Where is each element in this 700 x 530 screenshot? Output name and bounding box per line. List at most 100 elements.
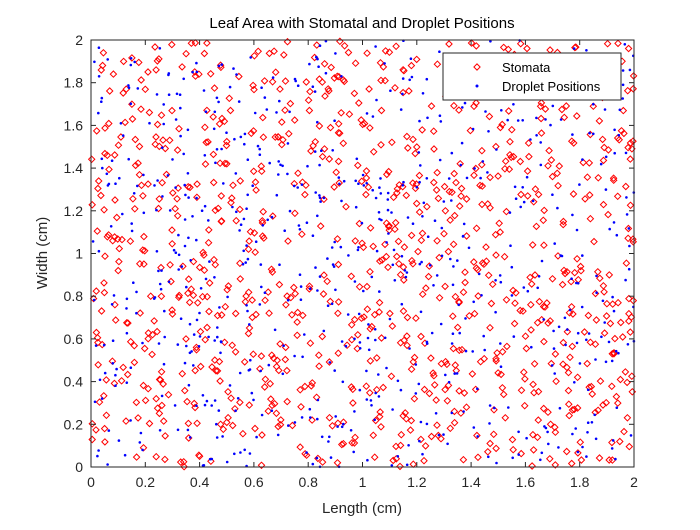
stomata-point (398, 182, 407, 191)
stomata-point (443, 360, 451, 369)
stomata-point (225, 94, 234, 103)
droplet-point (100, 100, 103, 103)
droplet-point (463, 101, 467, 105)
droplet-point (340, 75, 343, 78)
x-tick-label: 0.6 (244, 474, 264, 490)
droplet-point (311, 234, 315, 237)
stomata-point (296, 385, 305, 394)
stomata-point (94, 184, 102, 193)
stomata-point (100, 279, 108, 287)
droplet-point (465, 176, 469, 180)
stomata-point (325, 87, 333, 95)
droplet-point (213, 339, 216, 342)
droplet-point (187, 383, 191, 387)
stomata-point (128, 115, 137, 123)
droplet-point (552, 329, 555, 333)
droplet-point (326, 257, 329, 260)
droplet-point (218, 306, 221, 309)
stomata-point (122, 417, 130, 425)
stomata-point (87, 155, 96, 164)
droplet-point (576, 450, 580, 454)
droplet-point (418, 180, 421, 184)
stomata-point (501, 413, 510, 422)
stomata-point (328, 421, 337, 430)
droplet-point (186, 172, 190, 175)
droplet-point (328, 435, 331, 439)
stomata-point (559, 360, 567, 369)
droplet-point (130, 222, 133, 225)
droplet-point (516, 119, 520, 122)
droplet-point (296, 186, 300, 189)
droplet-point (586, 388, 590, 392)
stomata-point (157, 367, 166, 376)
droplet-point (353, 337, 356, 341)
droplet-point (627, 267, 631, 271)
stomata-point (248, 296, 257, 304)
droplet-point (182, 152, 185, 156)
stomata-point (626, 139, 635, 147)
stomata-point (307, 147, 315, 155)
stomata-point (492, 357, 501, 365)
stomata-point (554, 181, 562, 190)
droplet-point (425, 342, 429, 345)
stomata-point (257, 162, 266, 171)
stomata-point (576, 438, 585, 447)
stomata-point (175, 291, 184, 300)
stomata-point (305, 106, 314, 115)
stomata-point (369, 242, 378, 251)
stomata-point (283, 366, 291, 375)
droplet-point (625, 213, 629, 216)
stomata-point (451, 361, 460, 369)
droplet-point (243, 132, 247, 136)
droplet-point (121, 134, 125, 137)
stomata-point (450, 169, 459, 178)
stomata-point (595, 117, 604, 125)
stomata-point (134, 58, 143, 67)
stomata-point (546, 317, 555, 325)
stomata-point (158, 178, 167, 187)
stomata-point (334, 119, 343, 128)
stomata-point (279, 135, 287, 144)
stomata-point (541, 303, 549, 311)
legend-marker-droplet (475, 84, 479, 88)
droplet-point (275, 111, 278, 114)
droplet-point (442, 433, 445, 436)
droplet-point (360, 221, 364, 225)
stomata-point (217, 217, 226, 225)
droplet-point (188, 322, 192, 326)
stomata-point (415, 208, 424, 216)
stomata-point (377, 422, 385, 431)
stomata-point (221, 302, 230, 311)
stomata-point (629, 84, 638, 93)
droplet-point (421, 452, 424, 456)
droplet-point (177, 268, 180, 271)
droplet-point (153, 184, 156, 187)
stomata-point (244, 288, 253, 297)
droplet-point (604, 155, 608, 159)
stomata-point (611, 334, 619, 343)
droplet-point (571, 213, 574, 217)
stomata-point (166, 260, 174, 269)
droplet-point (158, 47, 162, 50)
droplet-point (615, 233, 619, 237)
stomata-point (290, 116, 299, 124)
stomata-point (210, 255, 218, 264)
droplet-point (415, 186, 419, 189)
droplet-point (433, 219, 437, 222)
stomata-point (517, 386, 526, 395)
droplet-point (447, 177, 451, 180)
droplet-point (174, 186, 177, 189)
droplet-point (161, 146, 164, 149)
droplet-point (621, 69, 625, 72)
stomata-point (179, 457, 188, 466)
stomata-point (321, 92, 329, 100)
stomata-point (236, 177, 245, 185)
stomata-point (418, 126, 427, 134)
stomata-point (320, 145, 329, 153)
droplet-point (611, 439, 615, 442)
stomata-point (112, 213, 121, 222)
stomata-point (455, 387, 464, 395)
stomata-point (450, 211, 459, 220)
droplet-point (483, 348, 487, 352)
stomata-point (615, 437, 624, 446)
